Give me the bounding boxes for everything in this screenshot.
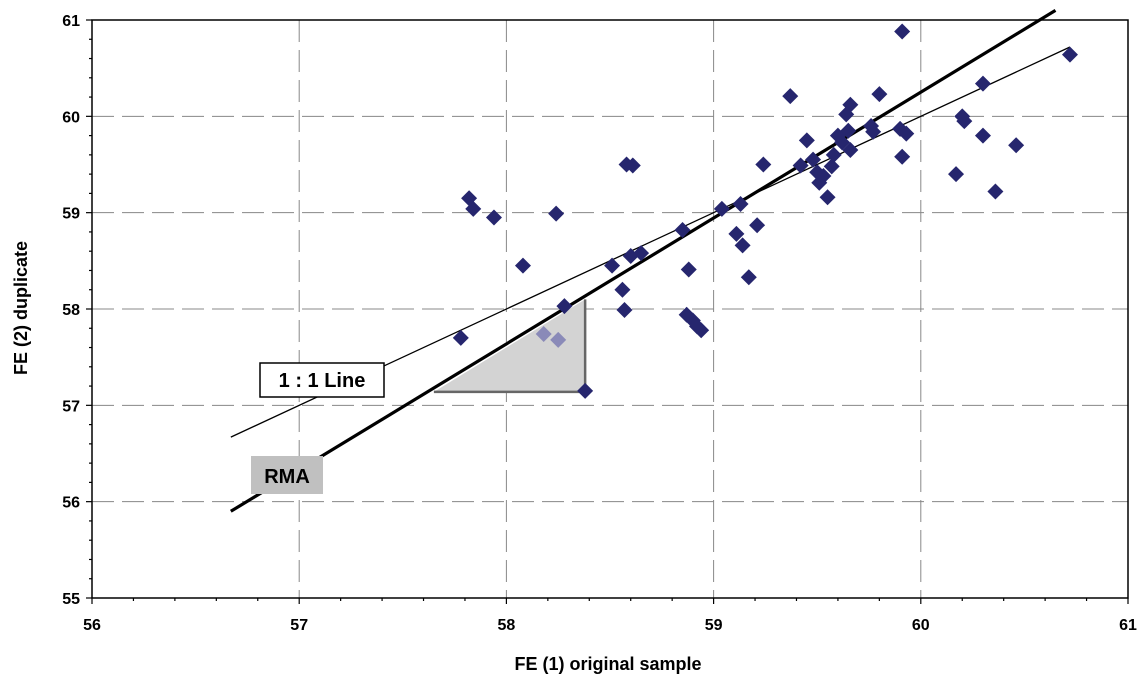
data-point: [614, 281, 631, 298]
data-point: [840, 122, 857, 139]
y-tick-label: 57: [62, 398, 80, 415]
slope-triangle: [433, 299, 587, 394]
rma-line: [229, 8, 1057, 513]
y-axis-title: FE (2) duplicate: [11, 241, 31, 375]
data-point: [865, 123, 882, 140]
y-tick-label: 56: [62, 495, 80, 512]
data-point: [805, 151, 822, 168]
data-point: [713, 200, 730, 217]
one-to-one-label: 1 : 1 Line: [259, 362, 385, 398]
data-point: [577, 382, 594, 399]
data-point: [974, 127, 991, 144]
data-point: [956, 113, 973, 130]
x-tick-label: 60: [912, 617, 930, 634]
data-point: [1061, 46, 1078, 63]
data-point: [898, 125, 915, 142]
y-tick-label: 58: [62, 302, 80, 319]
x-tick-label: 61: [1119, 617, 1137, 634]
data-point: [514, 257, 531, 274]
data-point: [842, 96, 859, 113]
data-point: [815, 168, 832, 185]
data-point: [734, 237, 751, 254]
data-point: [974, 75, 991, 92]
x-axis-title-text: FE (1) original sample: [514, 654, 701, 674]
data-point: [755, 156, 772, 173]
y-tick-label: 60: [62, 109, 80, 126]
data-point: [798, 132, 815, 149]
data-point: [948, 166, 965, 183]
y-tick-label: 61: [62, 13, 80, 30]
data-point: [633, 245, 650, 262]
y-tick-label: 59: [62, 206, 80, 223]
data-point: [894, 148, 911, 165]
data-point: [894, 23, 911, 40]
one-to-one-label-box: [259, 362, 385, 398]
data-point: [987, 183, 1004, 200]
x-tick-label: 58: [498, 617, 516, 634]
data-point: [556, 298, 573, 315]
slope-triangle-fill: [433, 299, 586, 392]
data-point: [674, 222, 691, 239]
data-point: [452, 329, 469, 346]
x-tick-label: 59: [705, 617, 723, 634]
one-to-one-label-text: 1 : 1 Line: [279, 370, 366, 392]
data-point: [871, 86, 888, 103]
x-axis-title: FE (1) original sample: [514, 654, 701, 674]
x-tick-label: 57: [290, 617, 308, 634]
regression-lines: [229, 8, 1071, 513]
rma-label: RMA: [251, 456, 323, 494]
data-point: [693, 322, 710, 339]
data-point: [819, 189, 836, 206]
data-point: [749, 217, 766, 234]
data-point: [616, 301, 633, 318]
data-point: [680, 261, 697, 278]
x-tick-label: 56: [83, 617, 101, 634]
data-point: [624, 157, 641, 174]
data-point: [728, 225, 745, 242]
data-point: [485, 209, 502, 226]
data-points: [452, 23, 1078, 399]
rma-label-text: RMA: [264, 466, 310, 488]
data-point-highlighted: [550, 331, 567, 348]
data-point: [548, 205, 565, 222]
grid-lines: [92, 20, 1128, 598]
data-point: [825, 146, 842, 163]
data-point: [1008, 137, 1025, 154]
axes: [86, 19, 1129, 604]
y-tick-label: 55: [62, 591, 80, 608]
y-axis-title-text: FE (2) duplicate: [11, 241, 31, 375]
rma-label-box: [251, 456, 323, 494]
data-point: [823, 158, 840, 175]
data-point-highlighted: [535, 326, 552, 343]
data-point: [792, 157, 809, 174]
data-point: [604, 257, 621, 274]
data-point: [782, 88, 799, 105]
data-point: [740, 269, 757, 286]
data-point: [732, 195, 749, 212]
data-point: [842, 142, 859, 159]
data-point: [465, 200, 482, 217]
